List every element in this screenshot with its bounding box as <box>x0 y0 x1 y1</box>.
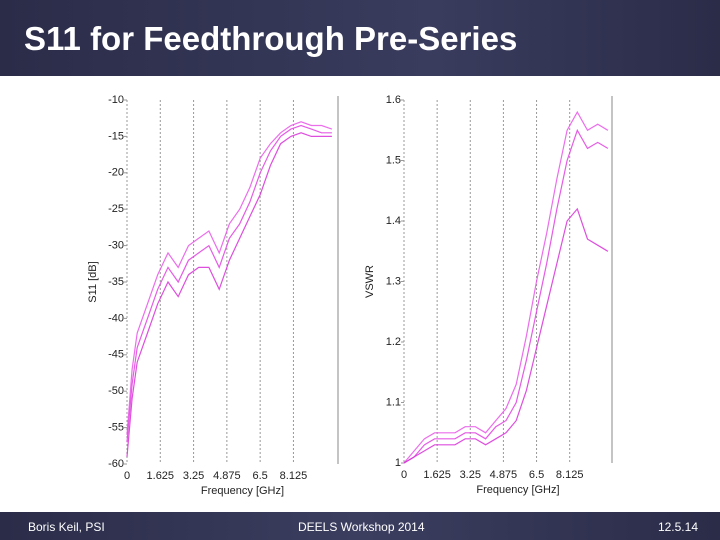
y-tick-label: 1.3 <box>386 275 401 287</box>
y-axis-label: S11 [dB] <box>87 261 99 302</box>
x-tick-label: 8.125 <box>556 469 584 481</box>
y-tick-label: -15 <box>108 130 124 142</box>
x-tick-label: 3.25 <box>460 469 481 481</box>
y-tick-label: -20 <box>108 167 124 179</box>
footer-author: Boris Keil, PSI <box>28 520 105 534</box>
footer-date: 12.5.14 <box>657 520 698 534</box>
y-tick-label: 1.6 <box>386 94 401 106</box>
x-tick-label: 4.875 <box>213 470 241 482</box>
x-axis-label: Frequency [GHz] <box>201 485 284 497</box>
y-tick-label: 1.5 <box>386 154 401 166</box>
y-tick-label: -50 <box>108 385 124 397</box>
title-bar: S11 for Feedthrough Pre-Series <box>0 0 720 76</box>
x-tick-label: 3.25 <box>183 470 204 482</box>
x-tick-label: 1.625 <box>147 470 175 482</box>
x-tick-label: 6.5 <box>529 469 544 481</box>
x-tick-label: 0 <box>124 470 130 482</box>
y-tick-label: 1 <box>395 457 401 469</box>
x-tick-label: 6.5 <box>253 470 268 482</box>
x-axis-label: Frequency [GHz] <box>476 484 559 496</box>
y-tick-label: -40 <box>108 312 124 324</box>
footer: Boris Keil, PSI DEELS Workshop 2014 12.5… <box>0 512 720 540</box>
data-line <box>403 128 609 464</box>
y-tick-label: 1.2 <box>386 336 401 348</box>
data-line <box>126 124 332 443</box>
y-tick-label: 1.1 <box>386 396 401 408</box>
y-tick-label: 1.4 <box>386 215 401 227</box>
y-tick-label: -35 <box>108 276 124 288</box>
slide-title: S11 for Feedthrough Pre-Series <box>24 20 518 57</box>
y-axis-label: VSWR <box>364 265 376 298</box>
y-tick-label: -55 <box>108 422 124 434</box>
x-tick-label: 1.625 <box>423 469 451 481</box>
data-line <box>403 110 609 464</box>
y-tick-label: -45 <box>108 349 124 361</box>
data-line <box>126 121 333 435</box>
footer-event: DEELS Workshop 2014 <box>298 520 425 534</box>
y-tick-label: -25 <box>108 203 124 215</box>
y-tick-label: -10 <box>108 94 124 106</box>
x-tick-label: 0 <box>401 469 407 481</box>
data-line <box>403 207 609 464</box>
data-line <box>126 132 332 457</box>
y-tick-label: -60 <box>108 458 124 470</box>
y-tick-label: -30 <box>108 240 124 252</box>
x-tick-label: 4.875 <box>490 469 518 481</box>
x-tick-label: 8.125 <box>280 470 308 482</box>
